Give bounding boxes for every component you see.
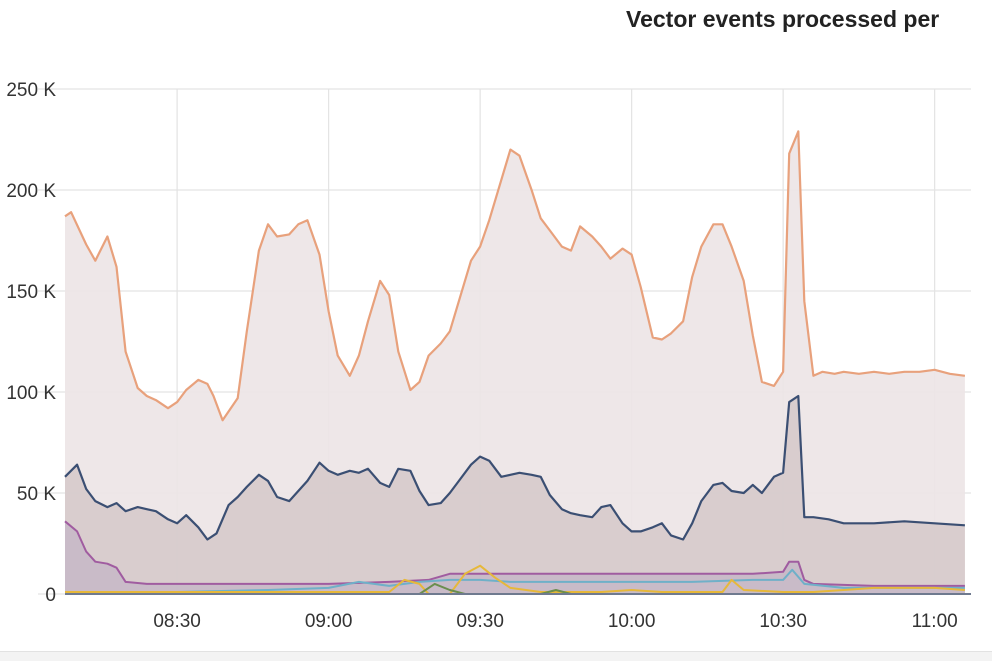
series-area-3 bbox=[65, 521, 965, 594]
y-tick-label: 200 K bbox=[6, 181, 56, 202]
series-line-1 bbox=[64, 130, 966, 422]
x-tick-label: 10:00 bbox=[608, 611, 656, 632]
series-line-5 bbox=[65, 564, 965, 595]
series-line-3 bbox=[64, 520, 965, 587]
y-tick-label: 50 K bbox=[17, 484, 56, 505]
y-tick-label: 150 K bbox=[6, 282, 56, 303]
x-tick-label: 10:30 bbox=[759, 611, 807, 632]
x-tick-label: 09:00 bbox=[305, 611, 353, 632]
panel-footer bbox=[0, 651, 992, 661]
x-tick-label: 08:30 bbox=[153, 611, 201, 632]
chart-title: Vector events processed per bbox=[626, 6, 940, 32]
series-line-4 bbox=[65, 568, 965, 593]
x-tick-label: 11:00 bbox=[912, 611, 958, 632]
y-tick-label: 250 K bbox=[6, 80, 56, 101]
x-tick-label: 09:30 bbox=[456, 611, 504, 632]
series-area-1 bbox=[65, 131, 965, 594]
y-tick-label: 100 K bbox=[6, 383, 56, 404]
series-area-2 bbox=[65, 396, 965, 594]
series-line-2 bbox=[64, 394, 965, 541]
y-tick-label: 0 bbox=[45, 585, 56, 606]
